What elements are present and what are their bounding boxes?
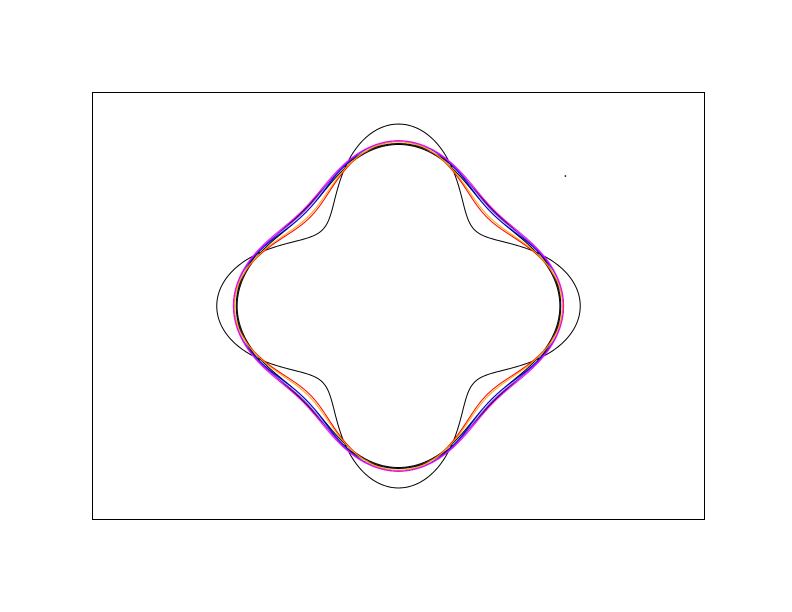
- series-1-line: [216, 123, 581, 489]
- axes-frame: [92, 92, 705, 520]
- series-3-line: [236, 143, 561, 469]
- series-2-line: [235, 143, 562, 469]
- points-group: [564, 175, 567, 177]
- data-point-1: [564, 175, 567, 177]
- series-8-line: [232, 140, 565, 472]
- series-5-line: [233, 141, 564, 471]
- series-4-line: [233, 141, 564, 471]
- series-6-line: [232, 140, 565, 472]
- series-group: [216, 123, 581, 489]
- series-7-line: [232, 140, 565, 472]
